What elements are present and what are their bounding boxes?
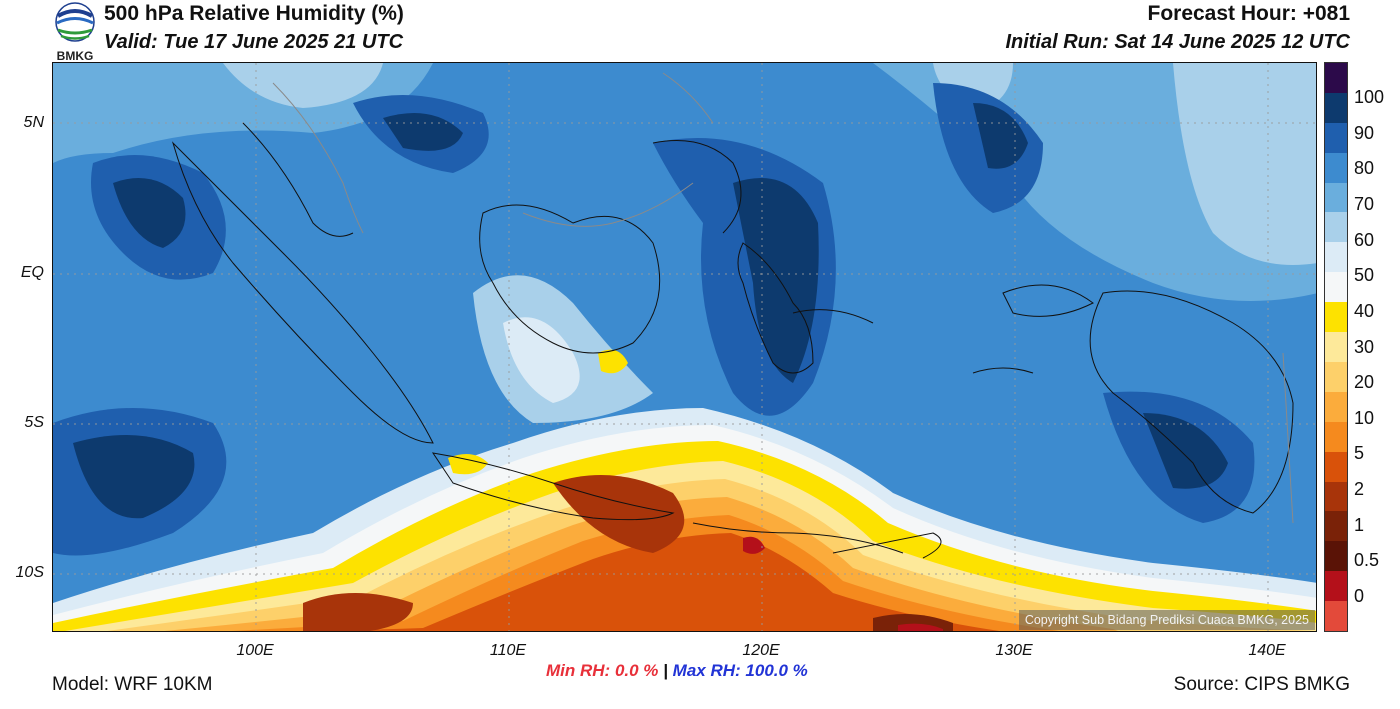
min-rh-value: 0.0 % [614, 661, 659, 680]
max-rh-label: Max RH: [672, 661, 741, 680]
lat-label-5n: 5N [23, 114, 44, 131]
colorbar-segment [1325, 63, 1347, 94]
colorbar-segment [1325, 302, 1347, 333]
colorbar-segment [1325, 182, 1347, 213]
valid-time: Valid: Tue 17 June 2025 21 UTC [104, 31, 404, 53]
colorbar-tick-label: 90 [1354, 122, 1375, 143]
max-rh-value: 100.0 % [745, 661, 808, 680]
colorbar-segment [1325, 541, 1347, 572]
colorbar-tick-label: 80 [1354, 158, 1375, 179]
colorbar-segment [1325, 421, 1347, 453]
colorbar-tick-label: 0 [1354, 586, 1365, 606]
colorbar-tick-label: 50 [1354, 265, 1375, 286]
copyright-note: Copyright Sub Bidang Prediksi Cuaca BMKG… [1018, 610, 1315, 630]
colorbar-tick-label: 60 [1354, 229, 1375, 250]
colorbar-segment [1325, 361, 1347, 393]
initial-run: Initial Run: Sat 14 June 2025 12 UTC [1005, 31, 1350, 53]
lon-label-110e: 110E [489, 642, 527, 659]
rh-stats: Min RH: 0.0 % | Max RH: 100.0 % [546, 661, 808, 681]
colorbar-segment [1325, 511, 1347, 542]
colorbar-segment [1325, 481, 1347, 512]
colorbar-tick-label: 10 [1354, 407, 1375, 428]
lat-label-5s: 5S [24, 414, 44, 431]
colorbar-tick-label: 2 [1354, 479, 1365, 500]
colorbar [1324, 62, 1348, 632]
min-rh-label: Min RH: [546, 661, 611, 680]
colorbar-tick-label: 30 [1354, 336, 1375, 357]
colorbar-segment [1325, 92, 1347, 124]
lat-label-10s: 10S [15, 564, 44, 581]
colorbar-segment [1325, 571, 1347, 602]
humidity-map: Copyright Sub Bidang Prediksi Cuaca BMKG… [52, 62, 1317, 632]
stats-separator: | [663, 661, 668, 680]
lon-label-140e: 140E [1248, 642, 1286, 659]
forecast-hour: Forecast Hour: +081 [1147, 2, 1351, 25]
colorbar-segment [1325, 152, 1347, 184]
colorbar-segment [1325, 601, 1347, 632]
colorbar-segment [1325, 122, 1347, 154]
colorbar-tick-label: 100 [1354, 87, 1385, 107]
coastlines [171, 122, 1294, 559]
lon-label-130e: 130E [995, 642, 1033, 659]
page-title: 500 hPa Relative Humidity (%) [104, 2, 404, 25]
colorbar-segment [1325, 391, 1347, 423]
colorbar-segment [1325, 451, 1347, 483]
colorbar-segment [1325, 272, 1347, 303]
humidity-map-field [53, 63, 1316, 631]
model-label: Model: WRF 10KM [52, 674, 213, 695]
colorbar-tick-label: 0.5 [1354, 550, 1380, 571]
colorbar-tick-label: 1 [1354, 514, 1365, 535]
colorbar-tick-label: 40 [1354, 300, 1375, 321]
colorbar-segment [1325, 332, 1347, 363]
lat-label-eq: EQ [20, 264, 44, 281]
logo-text: BMKG [57, 49, 94, 62]
colorbar-segment [1325, 242, 1347, 273]
lon-label-100e: 100E [236, 642, 274, 659]
colorbar-tick-label: 70 [1354, 193, 1375, 214]
source-label: Source: CIPS BMKG [1173, 674, 1350, 695]
colorbar-tick-label: 5 [1354, 443, 1365, 464]
lon-label-120e: 120E [742, 642, 780, 659]
colorbar-tick-label: 20 [1354, 372, 1375, 393]
colorbar-segment [1325, 212, 1347, 243]
bmkg-logo: BMKG [55, 2, 95, 62]
